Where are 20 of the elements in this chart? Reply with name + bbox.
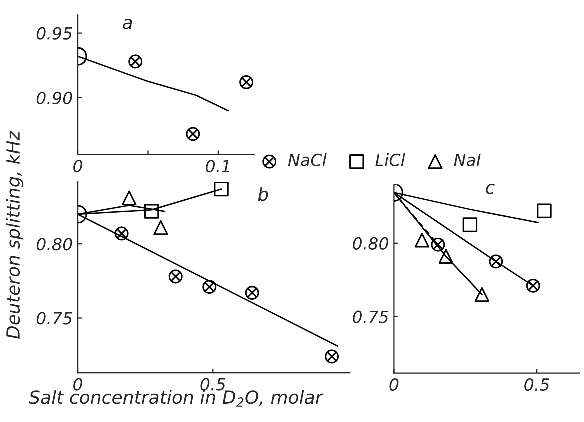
- y-tick-label: 0.75: [36, 312, 72, 325]
- y-axis-title: Deuteron splitting, kHz: [6, 130, 24, 340]
- y-tick-label: 0.80: [353, 237, 388, 250]
- y-tick-label: 0.75: [353, 310, 388, 324]
- x-tick-label: 0.5: [524, 378, 550, 392]
- legend-label: NaCl: [288, 154, 327, 166]
- x-axis-title: Salt concentration in D$_{2}$O, molar: [29, 390, 324, 407]
- y-tick-label: 0.90: [36, 92, 72, 105]
- annotation: c: [486, 184, 495, 194]
- y-tick-label: 0.80: [36, 238, 72, 251]
- legend-label: NaI: [454, 154, 481, 166]
- x-tick-label: 0.1: [206, 160, 230, 173]
- x-tick-label: 0: [74, 378, 82, 391]
- legend-label: LiCl: [376, 154, 406, 166]
- y-tick-label: 0.95: [36, 27, 72, 40]
- x-tick-label: 0: [74, 160, 82, 173]
- annotation: b: [258, 187, 268, 202]
- x-tick-label: 0.5: [200, 378, 226, 391]
- x-tick-label: 0: [390, 378, 399, 392]
- annotation: a: [123, 19, 132, 30]
